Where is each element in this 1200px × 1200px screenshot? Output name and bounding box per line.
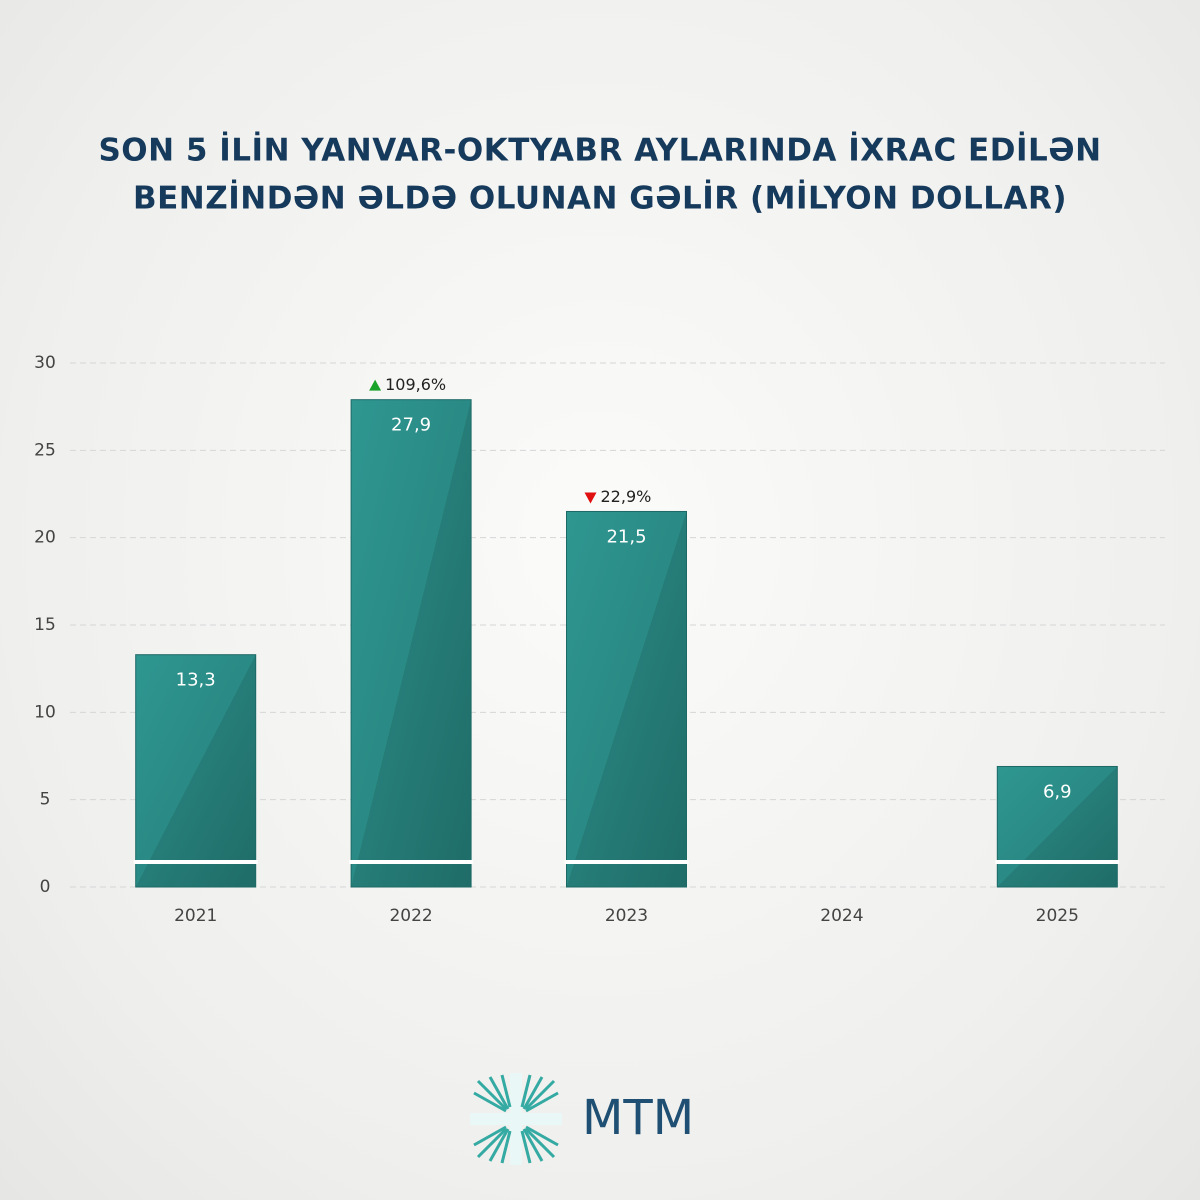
y-tick-label: 5 — [40, 790, 51, 810]
x-tick-label: 2023 — [605, 906, 648, 926]
chart-title: BENZİNDƏN ƏLDƏ OLUNAN GƏLİR (MİLYON DOLL… — [133, 181, 1067, 217]
bar — [566, 510, 687, 888]
bar — [350, 399, 472, 888]
value-label: 6,9 — [1043, 781, 1072, 802]
change-arrow — [369, 379, 382, 391]
y-tick-label: 15 — [34, 615, 56, 635]
x-tick-label: 2022 — [389, 906, 432, 926]
y-tick-label: 10 — [34, 702, 56, 722]
y-tick-label: 0 — [40, 877, 51, 897]
x-tick-label: 2025 — [1036, 906, 1079, 926]
bar-break — [564, 860, 689, 864]
y-tick-label: 25 — [34, 440, 56, 460]
value-label: 27,9 — [391, 415, 431, 436]
change-arrow — [584, 492, 597, 504]
bar — [135, 654, 257, 888]
bar-break — [133, 860, 258, 864]
change-label: 109,6% — [385, 375, 446, 394]
chart-title: SON 5 İLİN YANVAR-OKTYABR AYLARINDA İXRA… — [98, 133, 1101, 169]
brand-name: MTM — [582, 1090, 694, 1146]
bar — [996, 765, 1118, 888]
x-tick-label: 2024 — [820, 906, 863, 926]
bar-break — [995, 860, 1120, 864]
bar-break — [349, 860, 474, 864]
value-label: 13,3 — [176, 670, 216, 691]
y-tick-label: 30 — [34, 353, 56, 373]
change-label: 22,9% — [601, 487, 652, 506]
logo: MTM — [470, 1073, 694, 1165]
y-tick-label: 20 — [34, 528, 56, 548]
x-tick-label: 2021 — [174, 906, 217, 926]
value-label: 21,5 — [606, 526, 646, 547]
